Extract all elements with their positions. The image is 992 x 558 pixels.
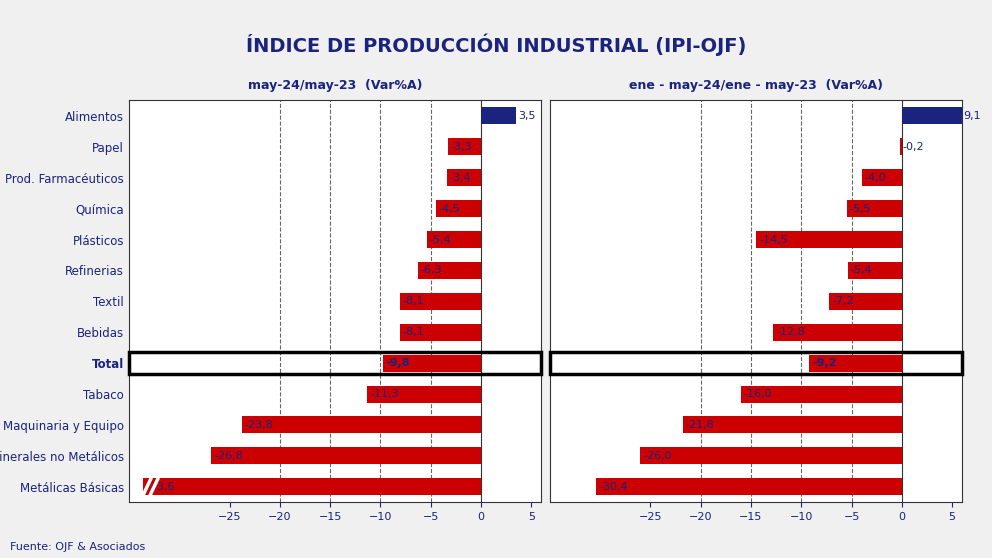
Text: 3,5: 3,5	[518, 111, 536, 121]
Text: -16,0: -16,0	[744, 389, 773, 399]
Bar	[682, 416, 902, 434]
Bar	[418, 262, 481, 279]
Text: -9,2: -9,2	[812, 358, 837, 368]
Title: may-24/may-23  (Var%A): may-24/may-23 (Var%A)	[248, 79, 423, 92]
Bar	[383, 355, 481, 372]
Bar	[773, 324, 902, 341]
Bar	[596, 478, 902, 496]
Text: -33,6: -33,6	[146, 482, 175, 492]
Bar	[400, 324, 481, 341]
Text: -8,1: -8,1	[403, 296, 425, 306]
Bar	[242, 416, 481, 434]
Bar	[447, 169, 481, 186]
Bar	[900, 138, 902, 155]
Text: ÍNDICE DE PRODUCCIÓN INDUSTRIAL (IPI-OJF): ÍNDICE DE PRODUCCIÓN INDUSTRIAL (IPI-OJF…	[246, 33, 746, 56]
Bar	[367, 386, 481, 402]
Text: -4,0: -4,0	[865, 173, 886, 182]
Bar	[640, 448, 902, 464]
Bar	[902, 107, 962, 124]
Text: Fuente: OJF & Asociados: Fuente: OJF & Asociados	[10, 542, 145, 552]
Bar	[862, 169, 902, 186]
Bar	[846, 200, 902, 217]
Bar	[400, 293, 481, 310]
Text: -30,4: -30,4	[599, 482, 628, 492]
Bar	[756, 231, 902, 248]
Text: -26,0: -26,0	[643, 451, 672, 461]
Text: -7,2: -7,2	[832, 296, 854, 306]
Bar	[129, 352, 542, 374]
Bar	[847, 262, 902, 279]
Text: -26,8: -26,8	[214, 451, 243, 461]
Text: -6,3: -6,3	[421, 266, 442, 276]
Bar	[448, 138, 481, 155]
Bar	[211, 448, 481, 464]
Text: -8,1: -8,1	[403, 327, 425, 337]
Text: 9,1: 9,1	[964, 111, 981, 121]
Text: -9,8: -9,8	[386, 358, 410, 368]
Bar	[481, 107, 516, 124]
Text: -5,4: -5,4	[430, 234, 451, 244]
Title: ene - may-24/ene - may-23  (Var%A): ene - may-24/ene - may-23 (Var%A)	[629, 79, 883, 92]
Bar	[550, 352, 962, 374]
Text: -3,4: -3,4	[450, 173, 471, 182]
Bar	[435, 200, 481, 217]
Bar	[427, 231, 481, 248]
Text: -14,5: -14,5	[759, 234, 788, 244]
Bar	[829, 293, 902, 310]
Bar	[809, 355, 902, 372]
Text: -12,8: -12,8	[776, 327, 805, 337]
Text: -11,3: -11,3	[370, 389, 399, 399]
Text: -5,4: -5,4	[850, 266, 872, 276]
Text: -3,3: -3,3	[451, 142, 472, 152]
Text: -4,5: -4,5	[438, 204, 460, 214]
Text: -21,8: -21,8	[685, 420, 714, 430]
Text: -5,5: -5,5	[849, 204, 871, 214]
Bar	[741, 386, 902, 402]
Text: -0,2: -0,2	[903, 142, 925, 152]
Text: -23,8: -23,8	[245, 420, 274, 430]
Bar	[143, 478, 481, 496]
